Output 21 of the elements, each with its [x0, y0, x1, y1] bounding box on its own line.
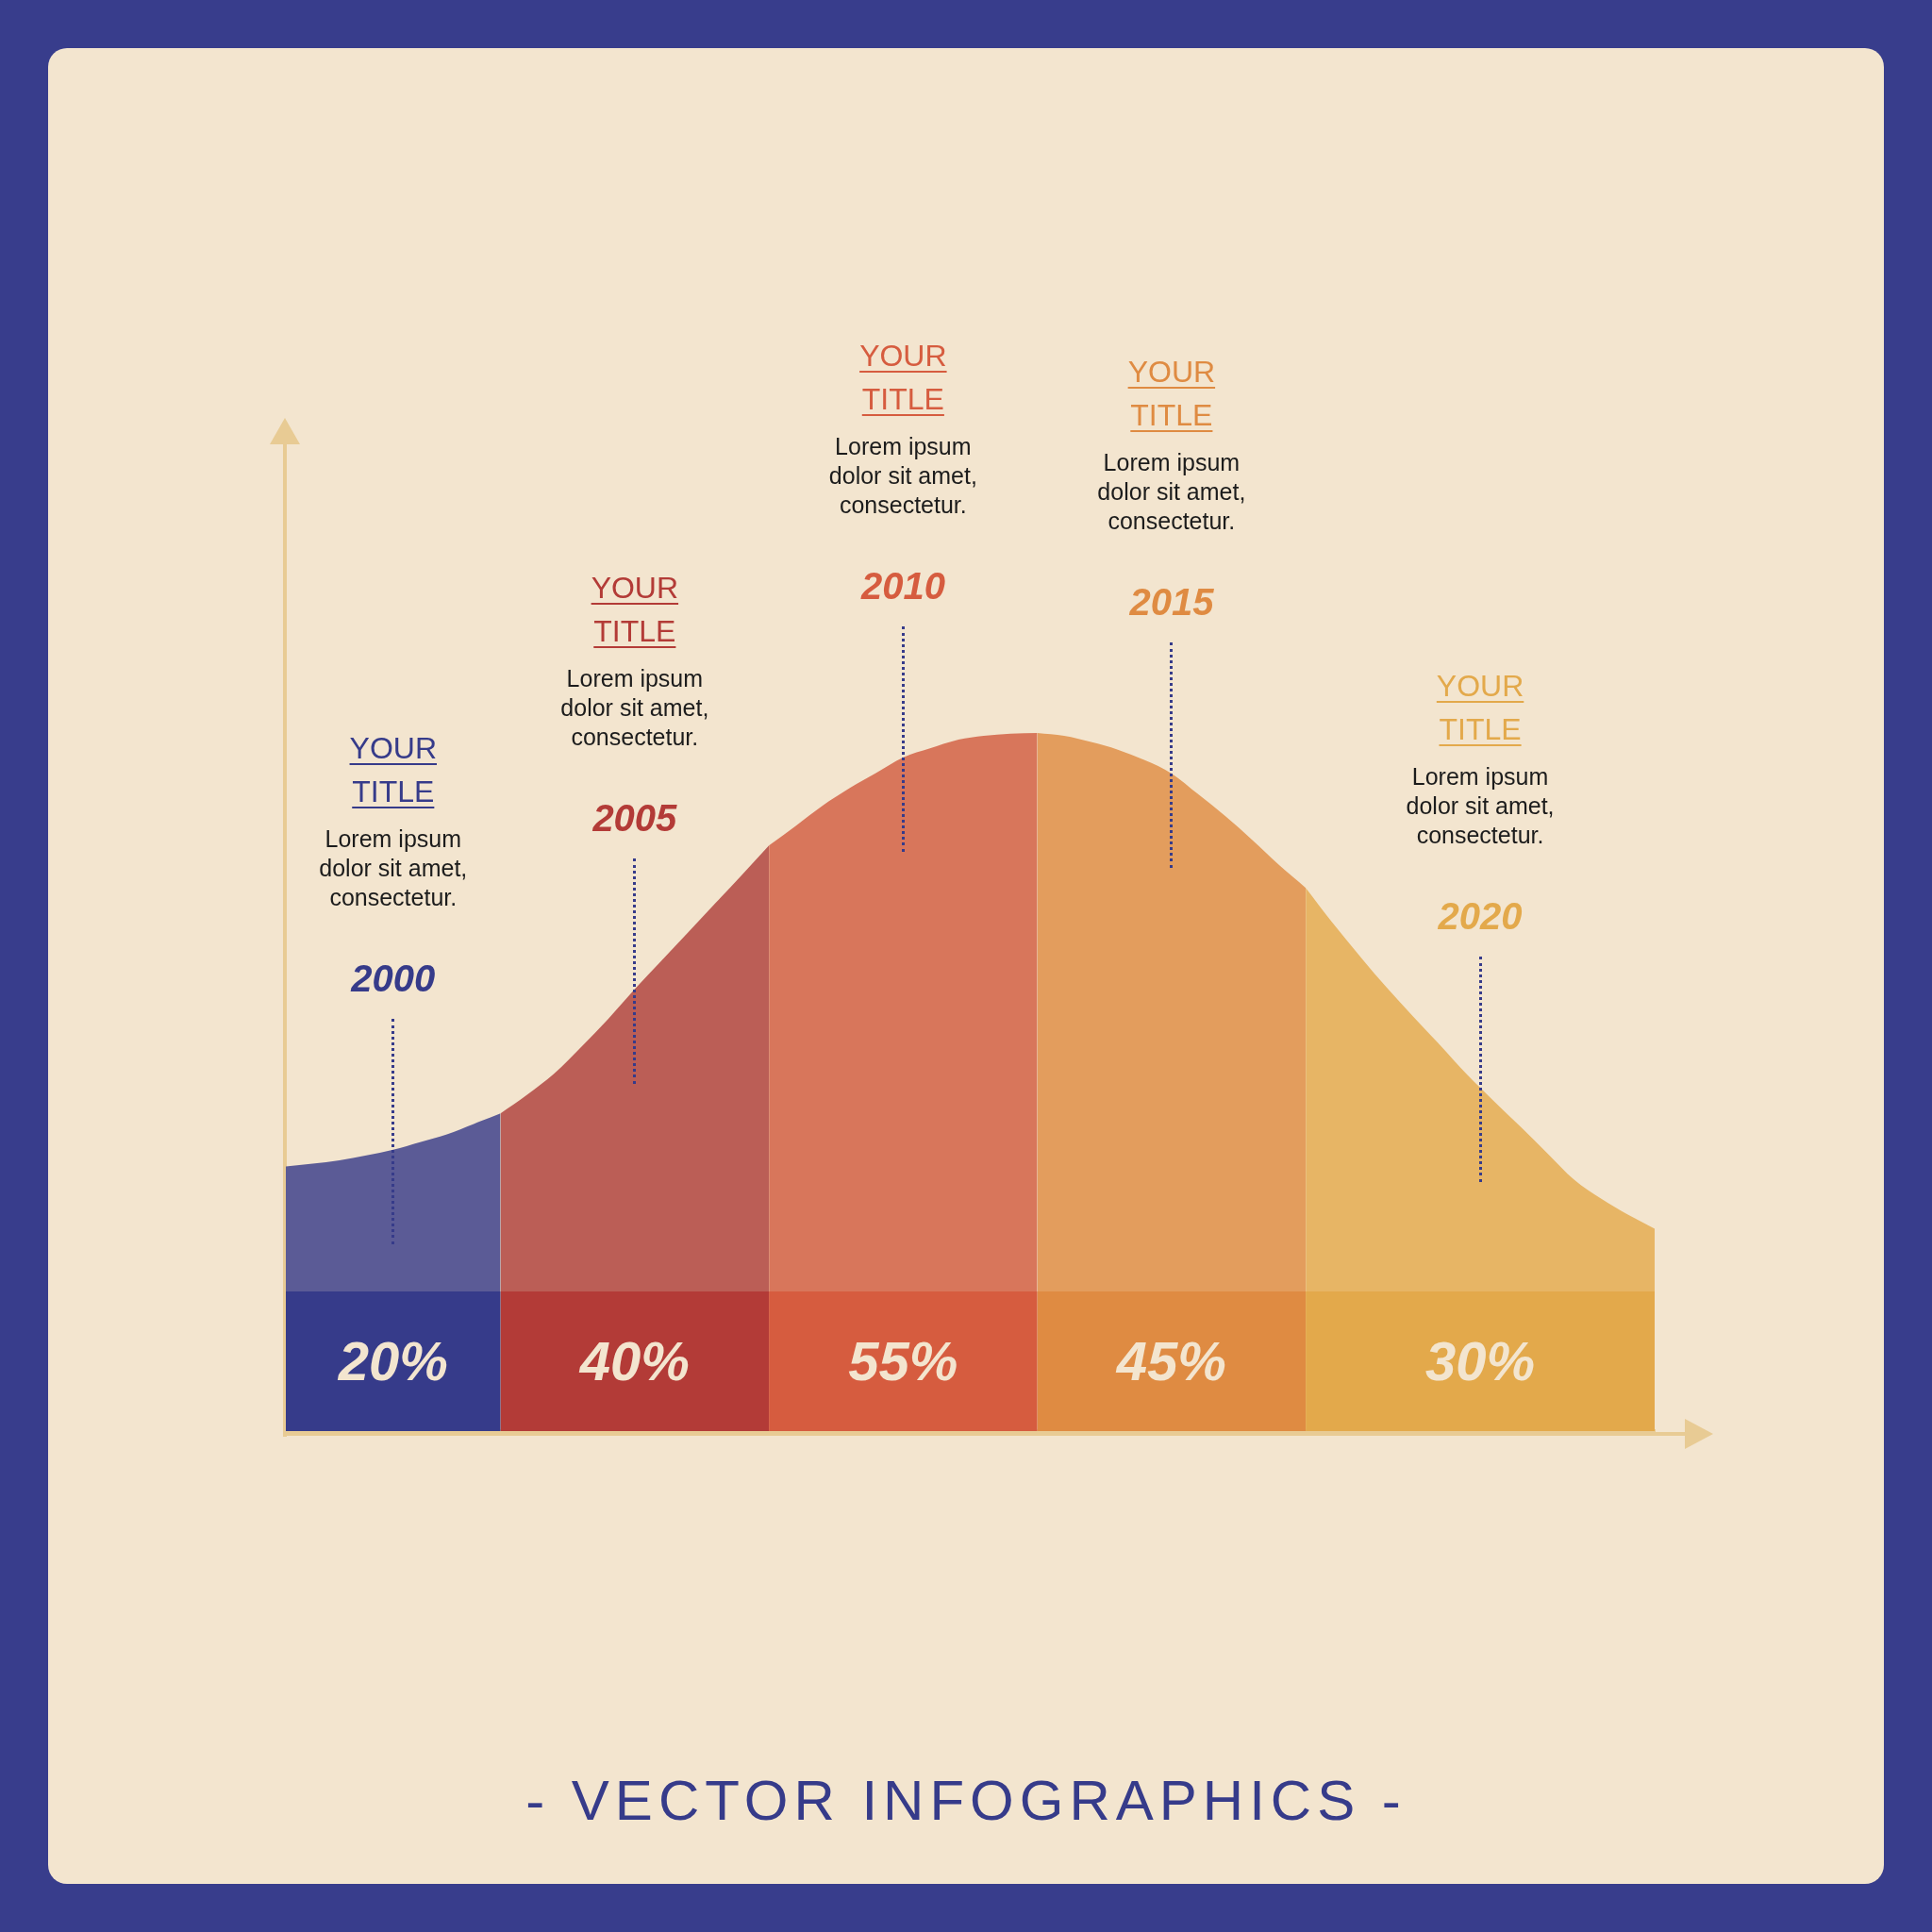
annotation: 20% [338, 1330, 448, 1391]
annotation: 30% [1425, 1330, 1536, 1391]
text: 2015 [1128, 580, 1215, 623]
annotation: 45% [1116, 1330, 1226, 1391]
annotation: YOUR TITLE [349, 729, 438, 810]
annotation: Lorem ipsum dolor sit amet, consectetur. [319, 824, 468, 912]
annotation: 55% [848, 1330, 958, 1391]
annotation: YOUR TITLE [1436, 667, 1524, 748]
annotation: 40% [579, 1330, 690, 1391]
annotation: Lorem ipsum dolor sit amet, consectetur. [560, 663, 709, 752]
series-label: 2020 [1437, 894, 1523, 937]
text: 2000 [350, 957, 436, 999]
text: 2010 [859, 564, 945, 607]
text: YOUR TITLE [1127, 353, 1216, 434]
text: Lorem ipsum dolor sit amet, consectetur. [1097, 447, 1246, 536]
annotation: Lorem ipsum dolor sit amet, consectetur. [1406, 761, 1555, 850]
text: - VECTOR INFOGRAPHICS - [525, 1769, 1407, 1832]
text: YOUR TITLE [591, 569, 679, 650]
series-label: 2005 [591, 796, 678, 839]
text: Lorem ipsum dolor sit amet, consectetur. [828, 431, 977, 520]
text: YOUR TITLE [859, 337, 947, 418]
